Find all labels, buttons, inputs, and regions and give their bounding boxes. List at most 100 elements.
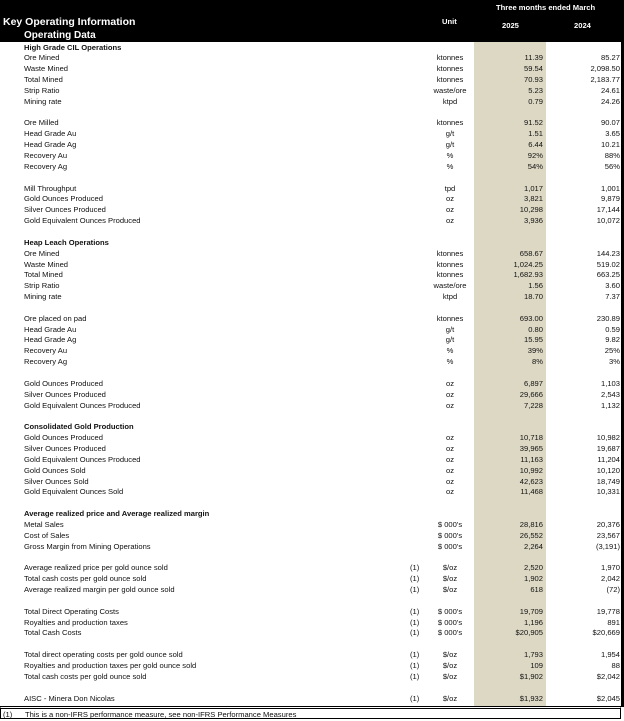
table-row: Recovery Ag% 8% 3% <box>0 356 620 367</box>
row-unit: oz <box>445 389 455 399</box>
value-2024: 18,749 <box>596 476 620 486</box>
row-unit: oz <box>445 465 455 475</box>
table-row: Strip Ratio waste/ore 5.23 24.61 <box>0 85 620 96</box>
value-2025: $1,902 <box>519 671 543 681</box>
table-row: Head Grade Ag g/t 6.44 10.21 <box>0 139 620 150</box>
row-label: Royalties and production taxes per gold … <box>24 660 197 670</box>
value-2024: 663.25 <box>596 270 620 280</box>
value-2024: 230.89 <box>596 313 620 323</box>
row-label: Waste Mined <box>24 64 69 74</box>
row-unit: ktonnes <box>436 270 464 280</box>
table-row: Head Grade Ag g/t 15.95 9.82 <box>0 334 620 345</box>
row-unit: ktonnes <box>436 259 464 269</box>
section-label: High Grade CIL Operations <box>24 42 122 52</box>
value-2024: $20,669 <box>592 628 620 638</box>
value-2024: 144.23 <box>596 248 620 258</box>
value-2025: 54% <box>527 161 543 171</box>
value-2024: 25% <box>604 346 620 356</box>
value-2025: 7,228 <box>523 400 543 410</box>
report-title: Key Operating Information <box>3 16 136 28</box>
row-unit: g/t <box>445 140 455 150</box>
value-2025: 6,897 <box>523 378 543 388</box>
value-2025: 3,936 <box>523 216 543 226</box>
section-header: Heap Leach Operations <box>0 237 620 248</box>
row-label: Mining rate <box>24 96 62 106</box>
row-label: Head Grade Ag <box>24 335 77 345</box>
row-label: Silver Ounces Produced <box>24 205 106 215</box>
row-label: Total Cash Costs <box>24 628 82 638</box>
table-row: Mining rate ktpd 0.79 24.26 <box>0 96 620 107</box>
row-label: Cost of Sales <box>24 530 70 540</box>
row-unit: tpd <box>444 183 456 193</box>
row-label: Silver Ounces Sold <box>24 476 89 486</box>
row-unit: ktonnes <box>436 75 464 85</box>
row-unit: oz <box>445 476 455 486</box>
value-2024: 90.07 <box>600 118 620 128</box>
row-unit: g/t <box>445 129 455 139</box>
row-unit: % <box>446 151 454 160</box>
row-unit: $ 000's <box>437 617 463 627</box>
table-row: Strip Ratio waste/ore 1.56 3.60 <box>0 280 620 291</box>
row-unit: % <box>446 346 454 356</box>
value-2025: 109 <box>530 660 543 670</box>
value-2025: 42,623 <box>519 476 543 486</box>
row-label: Gold Ounces Produced <box>24 378 103 388</box>
value-2024: 9.82 <box>605 335 620 345</box>
value-2024: 17,144 <box>596 205 620 215</box>
row-unit: $/oz <box>442 650 458 660</box>
value-2024: 2,042 <box>600 574 620 584</box>
table-row: Gross Margin from Mining Operations $ 000… <box>0 541 620 552</box>
table-row: Mining rate ktpd 18.70 7.37 <box>0 291 620 302</box>
row-label: Recovery Ag <box>24 357 68 367</box>
year-2025-header: 2025 <box>502 21 519 30</box>
value-2024: 3% <box>609 357 620 367</box>
footnote-ref: (1) <box>410 563 420 573</box>
row-label: Gold Equivalent Ounces Sold <box>24 487 124 497</box>
value-2025: 1,196 <box>523 617 543 627</box>
row-label: Total cash costs per gold ounce sold <box>24 574 147 584</box>
row-label: Average realized price per gold ounce so… <box>24 563 168 573</box>
value-2024: 56% <box>604 161 620 171</box>
row-label: Strip Ratio <box>24 281 60 291</box>
footnote-ref: (1) <box>410 606 420 616</box>
row-unit: oz <box>445 205 455 215</box>
value-2025: $20,905 <box>515 628 543 638</box>
row-unit: g/t <box>445 324 455 334</box>
row-unit: $/oz <box>442 671 458 681</box>
year-2024-header: 2024 <box>574 21 591 30</box>
value-2024: 11,204 <box>597 454 620 464</box>
section-label: Consolidated Gold Production <box>24 422 134 432</box>
table-row: AISC - Minera Don Nicolas (1) $/oz $1,932 $2… <box>0 693 620 704</box>
footnote-ref: (1) <box>410 617 420 627</box>
row-unit: g/t <box>445 335 455 345</box>
section-header: Consolidated Gold Production <box>0 421 620 432</box>
row-label: Gold Equivalent Ounces Produced <box>24 216 141 226</box>
row-label: Total Mined <box>24 75 63 85</box>
value-2024: (3,191) <box>595 541 620 551</box>
table-row: Average realized margin per gold ounce s… <box>0 584 620 595</box>
section-header: High Grade CIL Operations <box>0 42 620 53</box>
row-unit: ktonnes <box>436 118 464 128</box>
table-row: Total cash costs per gold ounce sold (1) $… <box>0 671 620 682</box>
footnote-ref: (1) <box>410 660 420 670</box>
row-label: Gold Ounces Produced <box>24 433 103 443</box>
value-2025: 1,902 <box>523 574 543 584</box>
value-2025: 658.67 <box>519 248 543 258</box>
row-label: Gold Ounces Sold <box>24 465 86 475</box>
value-2024: 3.65 <box>605 129 620 139</box>
table-row: Cost of Sales $ 000's 26,552 23,567 <box>0 530 620 541</box>
table-row: Mill Throughput tpd 1,017 1,001 <box>0 183 620 194</box>
value-2025: 39% <box>527 346 543 356</box>
row-unit: $/oz <box>442 660 458 670</box>
row-unit: oz <box>445 433 455 443</box>
value-2025: 0.80 <box>528 324 543 334</box>
value-2025: 1.51 <box>528 129 543 139</box>
row-unit: $ 000's <box>437 606 463 616</box>
table-row: Silver Ounces Produced oz 10,298 17,144 <box>0 204 620 215</box>
value-2024: 24.61 <box>600 85 620 95</box>
table-row: Recovery Au% 92% 88% <box>0 150 620 161</box>
value-2025: 10,298 <box>519 205 543 215</box>
value-2024: 88% <box>604 151 620 160</box>
row-label: Gross Margin from Mining Operations <box>24 541 151 551</box>
table-row: Silver Ounces Produced oz 29,666 2,543 <box>0 389 620 400</box>
